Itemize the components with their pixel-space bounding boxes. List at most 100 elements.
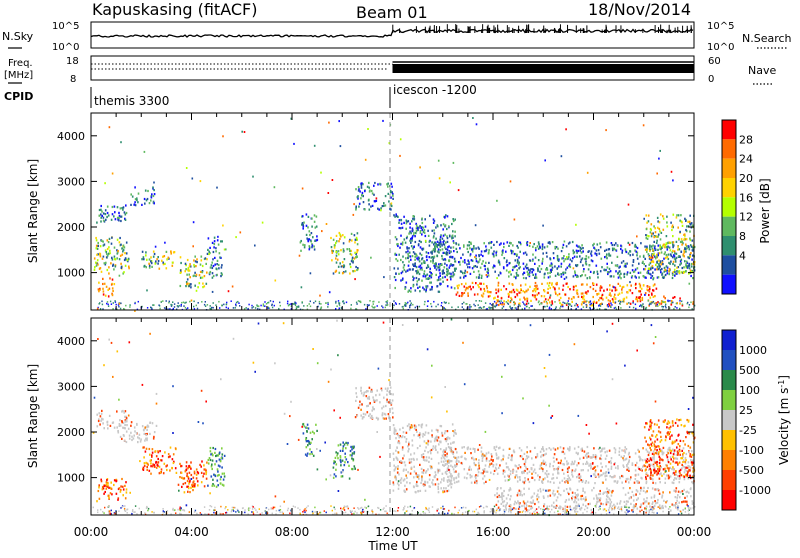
- velocity-cell: [579, 458, 581, 460]
- velocity-cell: [367, 397, 369, 399]
- power-cell: [532, 260, 534, 262]
- power-cell: [314, 221, 316, 223]
- power-cell: [649, 246, 651, 248]
- velocity-cell: [559, 482, 561, 484]
- power-cell: [503, 285, 505, 287]
- power-cell: [355, 266, 357, 268]
- power-cell: [471, 259, 473, 261]
- velocity-cell: [348, 465, 350, 467]
- power-cell: [422, 249, 424, 251]
- power-cell: [691, 263, 693, 265]
- velocity-cell: [657, 468, 659, 470]
- power-cell: [619, 285, 621, 287]
- velocity-cell: [688, 451, 690, 453]
- velocity-cell: [566, 463, 568, 465]
- velocity-cell: [677, 454, 679, 456]
- power-cell: [679, 302, 681, 304]
- power-cell: [646, 289, 648, 291]
- velocity-cell: [144, 440, 146, 442]
- velocity-cell: [399, 436, 401, 438]
- velocity-cell: [556, 458, 558, 460]
- velocity-cell: [684, 471, 686, 473]
- power-cell: [458, 261, 460, 263]
- power-cell: [589, 277, 591, 279]
- power-cell: [541, 295, 543, 297]
- velocity-cell: [582, 488, 584, 490]
- power-cell: [683, 266, 685, 268]
- power-cell: [450, 256, 452, 258]
- velocity-cell: [431, 434, 433, 436]
- power-cell: [103, 212, 105, 214]
- velocity-cell: [209, 457, 211, 459]
- power-cell: [580, 275, 582, 277]
- power-cell: [118, 219, 120, 221]
- power-cell: [218, 301, 219, 303]
- power-cell: [672, 256, 674, 258]
- power-cell: [524, 272, 526, 274]
- power-cell: [109, 252, 111, 254]
- power-cell: [479, 274, 481, 276]
- power-cell: [611, 290, 613, 292]
- power-cell: [642, 299, 644, 301]
- power-cell: [503, 246, 505, 248]
- velocity-cell: [545, 472, 547, 474]
- velocity-cell: [670, 456, 672, 458]
- power-cell: [125, 204, 127, 206]
- power-cell: [659, 230, 661, 232]
- velocity-cell: [545, 464, 547, 466]
- power-cell: [440, 236, 442, 238]
- power-cell: [320, 172, 322, 174]
- velocity-cell: [566, 460, 568, 462]
- power-cell: [452, 235, 454, 237]
- power-cell: [431, 275, 433, 277]
- power-cell: [644, 294, 646, 296]
- power-cell: [676, 253, 678, 255]
- velocity-cell: [635, 469, 637, 471]
- power-cell: [568, 300, 569, 302]
- velocity-cell: [621, 475, 623, 477]
- power-cell: [122, 254, 124, 256]
- velocity-cell: [486, 452, 488, 454]
- power-cell: [360, 301, 361, 303]
- power-cell: [655, 231, 657, 233]
- velocity-cell: [554, 453, 556, 455]
- velocity-cell: [679, 481, 681, 483]
- velocity-cell: [312, 431, 314, 433]
- velocity-cell: [116, 493, 118, 495]
- velocity-cell: [214, 452, 216, 454]
- power-cell: [416, 230, 418, 232]
- power-cell: [548, 285, 550, 287]
- velocity-cell: [529, 471, 531, 473]
- power-cell: [606, 241, 608, 243]
- velocity-cell: [192, 489, 194, 491]
- power-cell: [546, 252, 548, 254]
- power-cell: [107, 301, 108, 303]
- velocity-cell: [431, 430, 433, 432]
- velocity-cell: [421, 468, 423, 470]
- velocity-cell: [440, 448, 442, 450]
- power-cell: [624, 276, 626, 278]
- power-cell: [549, 307, 550, 309]
- velocity-cell: [378, 418, 380, 420]
- power-cell: [147, 190, 149, 192]
- velocity-cell: [588, 452, 590, 454]
- power-cell: [440, 241, 442, 243]
- power-cell: [483, 242, 485, 244]
- velocity-cell: [393, 481, 395, 483]
- velocity-cell: [122, 427, 124, 429]
- power-cell: [135, 204, 137, 206]
- power-cell: [296, 306, 297, 308]
- velocity-cell: [403, 431, 405, 433]
- power-cell: [309, 248, 311, 250]
- power-cell: [112, 294, 114, 296]
- power-cell: [107, 254, 109, 256]
- power-cell: [623, 286, 625, 288]
- power-cell: [591, 303, 592, 305]
- velocity-cell: [184, 491, 186, 493]
- velocity-cell: [523, 472, 525, 474]
- velocity-cell: [522, 481, 524, 483]
- velocity-cell: [166, 469, 168, 471]
- velocity-cell: [425, 472, 427, 474]
- power-cell: [96, 265, 98, 267]
- velocity-cell: [201, 460, 203, 462]
